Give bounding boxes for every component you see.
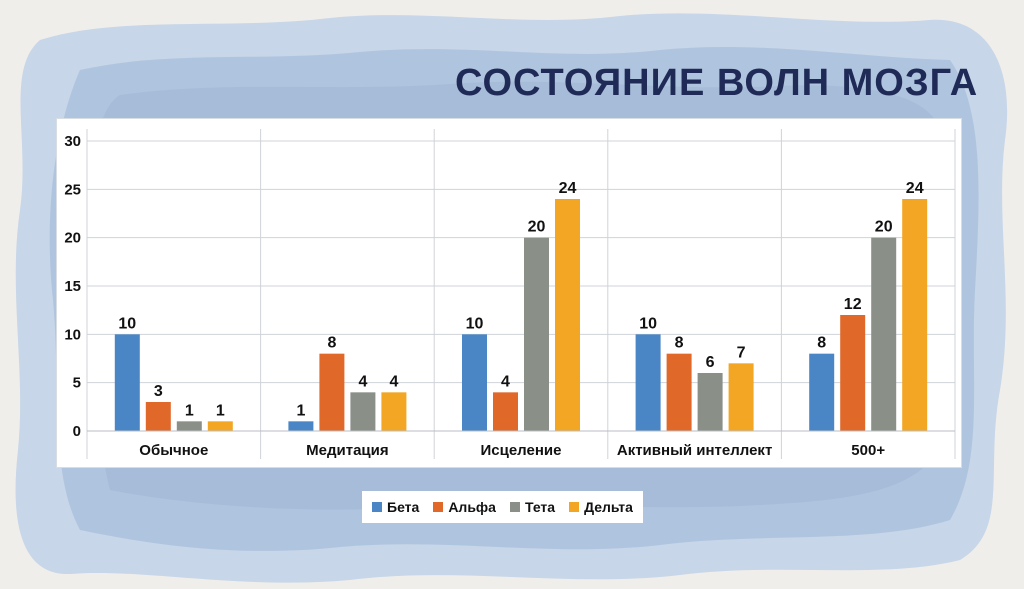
data-label: 1 xyxy=(216,402,225,419)
plot-panel: 0 5 10 15 20 25 30 10 3 1 1 Обычное 1 8 4 4 Медитация 10 4… xyxy=(56,118,962,468)
bar xyxy=(145,402,171,431)
bar xyxy=(697,373,723,431)
bar xyxy=(809,353,835,431)
data-label: 8 xyxy=(817,335,826,352)
x-tick-label: Обычное xyxy=(139,442,208,459)
data-label: 1 xyxy=(185,402,194,419)
data-label: 6 xyxy=(706,354,715,371)
legend-label: Бета xyxy=(387,499,420,515)
legend-item: Бета xyxy=(372,499,419,515)
legend: Бета Альфа Тета Дельта xyxy=(362,491,643,523)
x-tick-label: Активный интеллект xyxy=(617,442,772,459)
bar xyxy=(381,392,407,431)
data-label: 10 xyxy=(466,315,484,332)
legend-label: Дельта xyxy=(584,499,633,515)
data-label: 8 xyxy=(675,335,684,352)
bar xyxy=(114,334,140,431)
bar xyxy=(462,334,487,431)
bar xyxy=(524,237,549,431)
chart-title: СОСТОЯНИЕ ВОЛН МОЗГА xyxy=(455,62,979,104)
bar xyxy=(207,421,233,431)
x-tick-label: 500+ xyxy=(851,442,885,459)
data-label: 12 xyxy=(844,296,862,313)
data-label: 3 xyxy=(154,383,163,400)
y-tick-label: 30 xyxy=(64,133,81,150)
data-label: 8 xyxy=(327,335,336,352)
legend-swatch xyxy=(433,502,444,512)
y-tick-label: 15 xyxy=(64,278,81,295)
legend-label: Тета xyxy=(524,499,556,515)
data-label: 20 xyxy=(875,219,893,236)
x-tick-label: Медитация xyxy=(306,442,388,459)
bar xyxy=(840,315,866,431)
x-tick-label: Исцеление xyxy=(481,442,562,459)
bar xyxy=(288,421,314,431)
data-label: 7 xyxy=(737,344,746,361)
y-tick-label: 5 xyxy=(73,375,81,392)
legend-swatch xyxy=(509,502,520,512)
data-label: 1 xyxy=(296,402,305,419)
legend-item: Дельта xyxy=(569,499,633,515)
data-label: 24 xyxy=(906,180,924,197)
y-tick-label: 10 xyxy=(64,326,81,343)
y-tick-label: 25 xyxy=(64,181,81,198)
bar xyxy=(666,353,692,431)
bar-chart: 0 5 10 15 20 25 30 10 3 1 1 Обычное 1 8 4 4 Медитация 10 4… xyxy=(64,129,956,459)
y-tick-label: 0 xyxy=(73,423,81,440)
data-label: 4 xyxy=(389,373,398,390)
bar xyxy=(555,199,580,431)
data-label: 24 xyxy=(559,180,577,197)
bar xyxy=(176,421,202,431)
bar xyxy=(350,392,376,431)
bar xyxy=(493,392,518,431)
legend-item: Тета xyxy=(509,499,556,515)
bar xyxy=(728,363,754,431)
legend-swatch xyxy=(569,502,580,512)
legend-label: Альфа xyxy=(448,499,496,515)
data-label: 20 xyxy=(528,219,546,236)
bar xyxy=(635,334,661,431)
data-label: 10 xyxy=(118,315,136,332)
bar xyxy=(902,199,928,431)
y-tick-label: 20 xyxy=(64,230,81,247)
bar xyxy=(871,237,897,431)
data-label: 10 xyxy=(639,315,657,332)
data-label: 4 xyxy=(501,373,510,390)
data-label: 4 xyxy=(358,373,367,390)
bar xyxy=(319,353,345,431)
legend-swatch xyxy=(372,502,382,512)
legend-item: Альфа xyxy=(433,499,496,515)
